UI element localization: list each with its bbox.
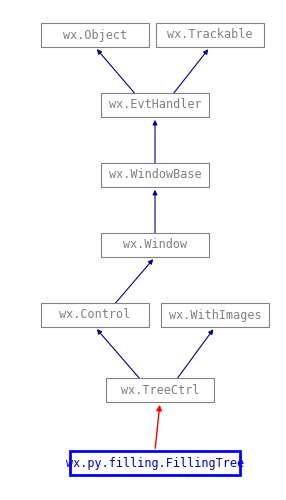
FancyBboxPatch shape (41, 303, 149, 327)
FancyBboxPatch shape (70, 451, 240, 475)
Text: wx.Control: wx.Control (59, 308, 131, 322)
FancyBboxPatch shape (101, 93, 209, 117)
Text: wx.WithImages: wx.WithImages (169, 308, 261, 322)
Text: wx.py.filling.FillingTree: wx.py.filling.FillingTree (66, 456, 244, 469)
Text: wx.TreeCtrl: wx.TreeCtrl (121, 384, 199, 396)
Text: wx.WindowBase: wx.WindowBase (109, 168, 201, 181)
Text: wx.Window: wx.Window (123, 238, 187, 252)
Text: wx.Object: wx.Object (63, 28, 127, 42)
FancyBboxPatch shape (161, 303, 269, 327)
FancyBboxPatch shape (41, 23, 149, 47)
FancyBboxPatch shape (101, 163, 209, 187)
FancyBboxPatch shape (106, 378, 214, 402)
FancyBboxPatch shape (156, 23, 264, 47)
FancyBboxPatch shape (101, 233, 209, 257)
Text: wx.Trackable: wx.Trackable (167, 28, 253, 42)
Text: wx.EvtHandler: wx.EvtHandler (109, 98, 201, 112)
